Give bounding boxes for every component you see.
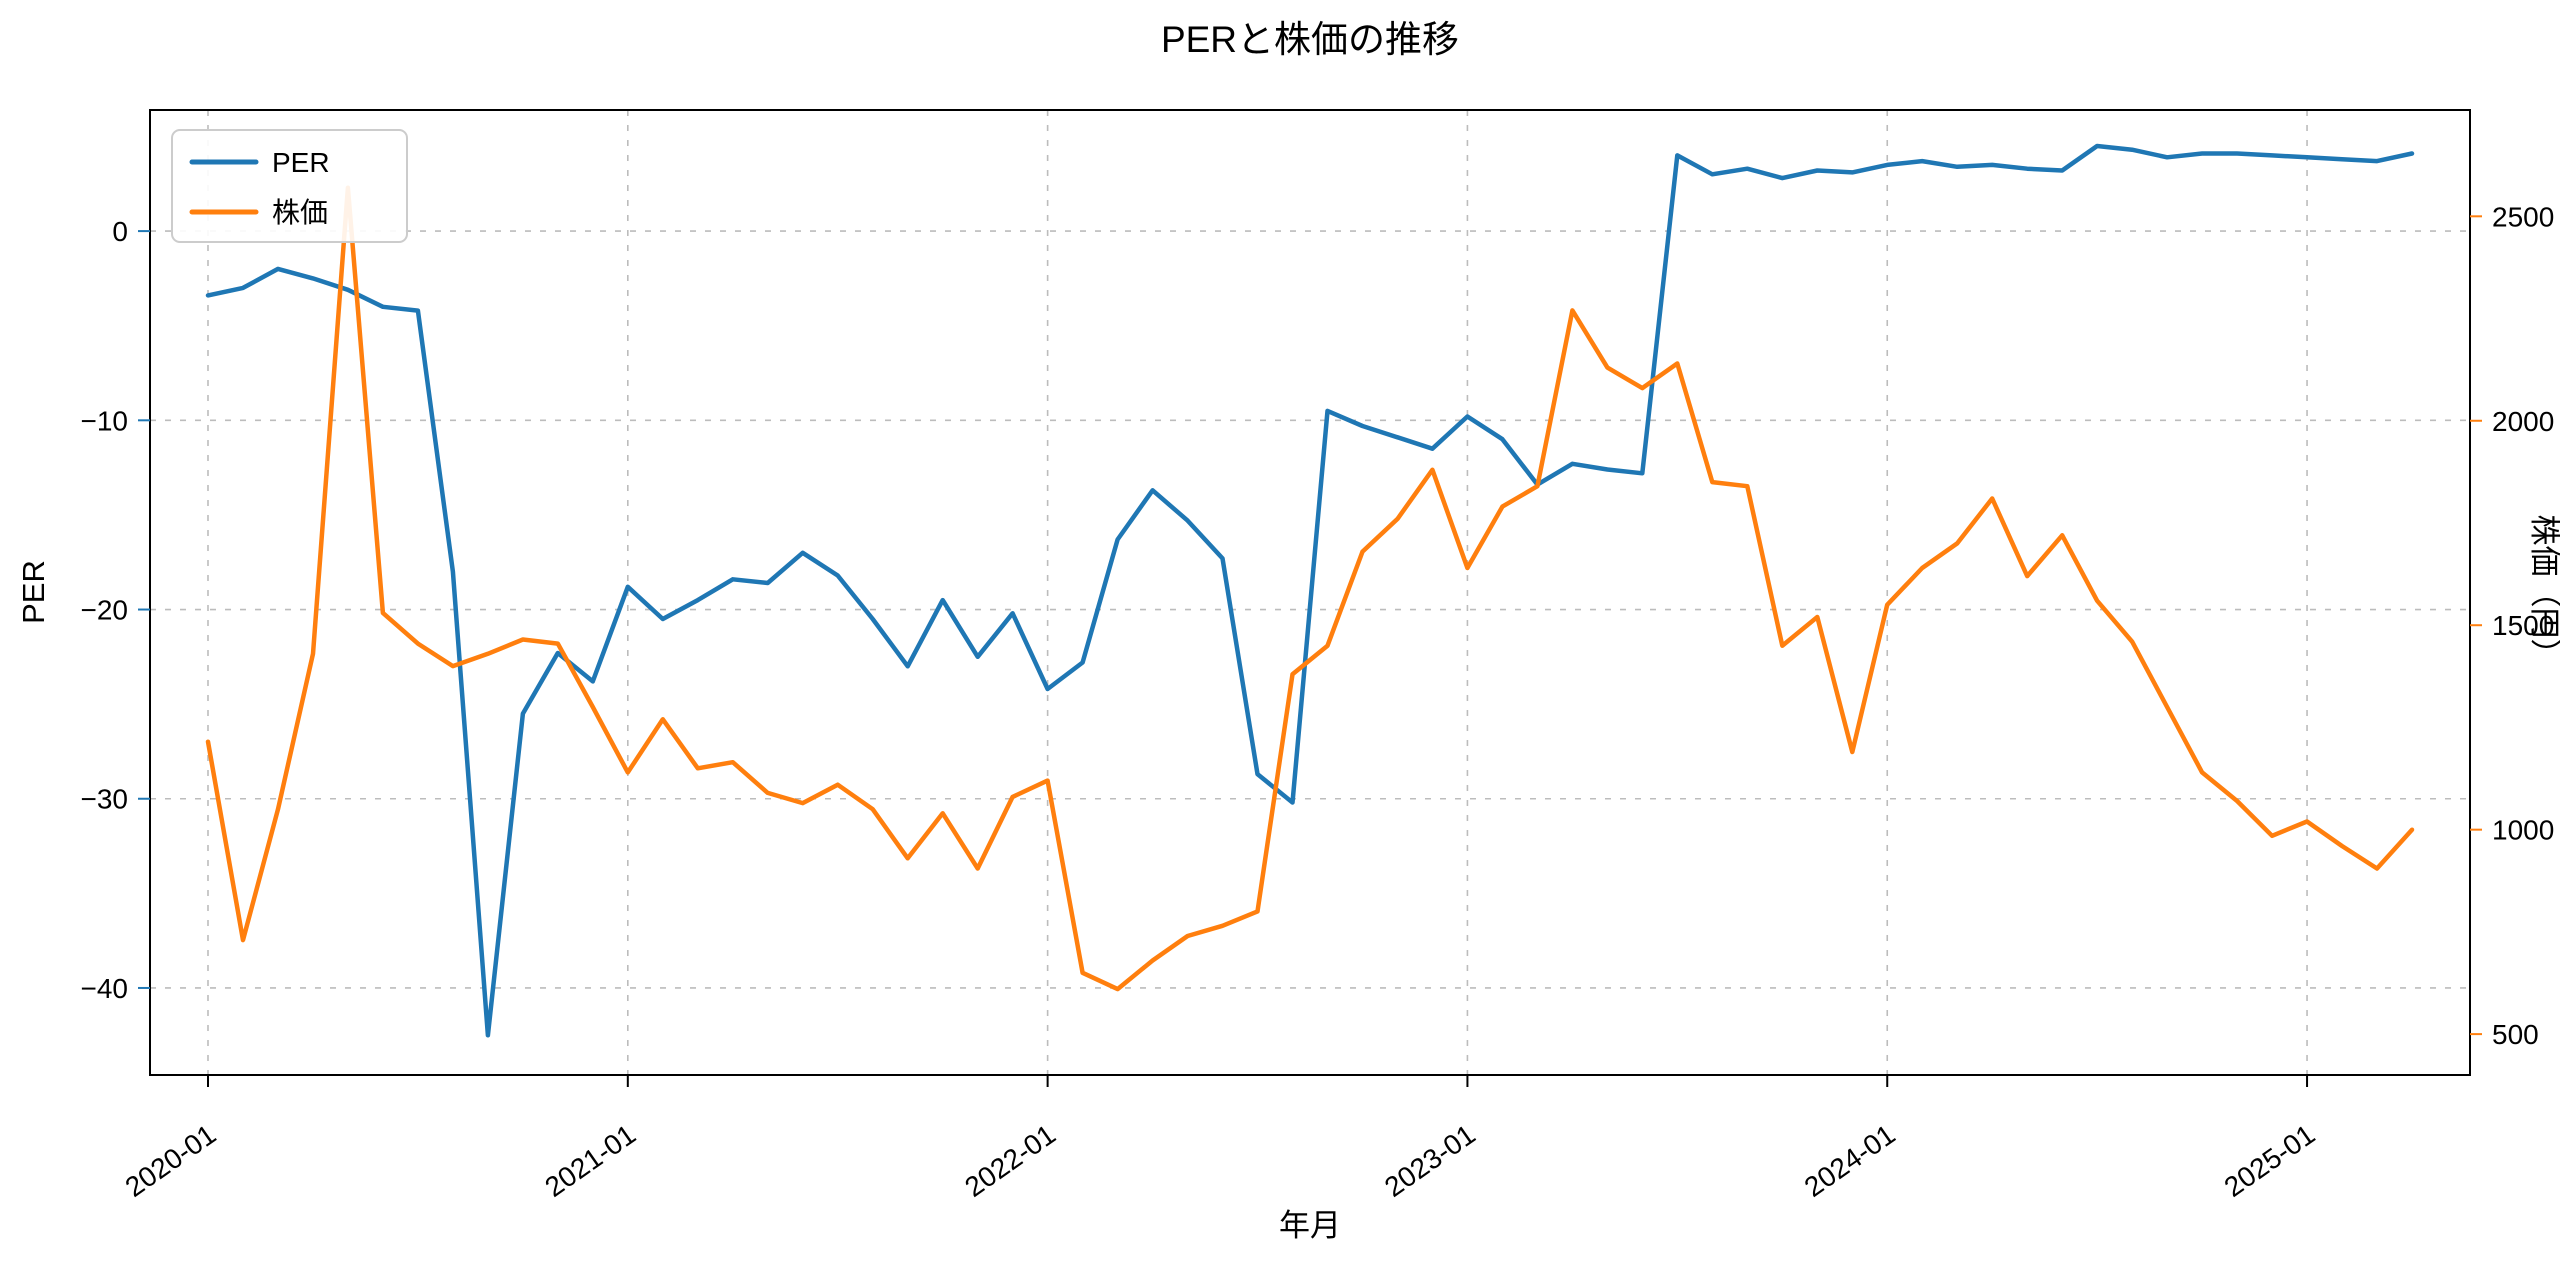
x-tick-label: 2022-01 — [959, 1119, 1061, 1203]
y-tick-label-left: −20 — [81, 595, 129, 626]
y-tick-label-left: −10 — [81, 405, 129, 436]
x-tick-label: 2024-01 — [1799, 1119, 1901, 1203]
axes-ticks: 2020-01 2021-01 2022-01 2023-01 2024-01 2025-… — [81, 201, 2555, 1203]
y-tick-label-right: 2500 — [2492, 201, 2554, 232]
y-tick-label-right: 500 — [2492, 1019, 2539, 1050]
line-series-per — [205, 143, 2415, 1038]
y-tick-label-right: 2000 — [2492, 406, 2554, 437]
y-tick-label-left: −40 — [81, 973, 129, 1004]
line-series-price — [205, 185, 2415, 992]
y-tick-label-right: 1500 — [2492, 610, 2554, 641]
y-axis-label-right: 株価（円） — [2527, 515, 2560, 670]
y-tick-label-left: −30 — [81, 784, 129, 815]
y-axis-label-left: PER — [16, 560, 51, 624]
x-tick-label: 2020-01 — [119, 1119, 221, 1203]
y-tick-label-left: 0 — [112, 216, 128, 247]
x-tick-label: 2025-01 — [2219, 1119, 2321, 1203]
plot-area-border — [149, 109, 2471, 1076]
x-tick-label: 2021-01 — [539, 1119, 641, 1203]
series-lines — [205, 143, 2415, 1038]
x-axis-label: 年月 — [1279, 1208, 1341, 1243]
y-tick-label-right: 1000 — [2492, 815, 2554, 846]
chart-title: PERと株価の推移 — [1161, 19, 1459, 60]
x-tick-label: 2023-01 — [1379, 1119, 1481, 1203]
legend: PER 株価 — [171, 129, 408, 243]
legend-label: PER — [272, 147, 330, 178]
legend-label: 株価 — [272, 197, 328, 228]
